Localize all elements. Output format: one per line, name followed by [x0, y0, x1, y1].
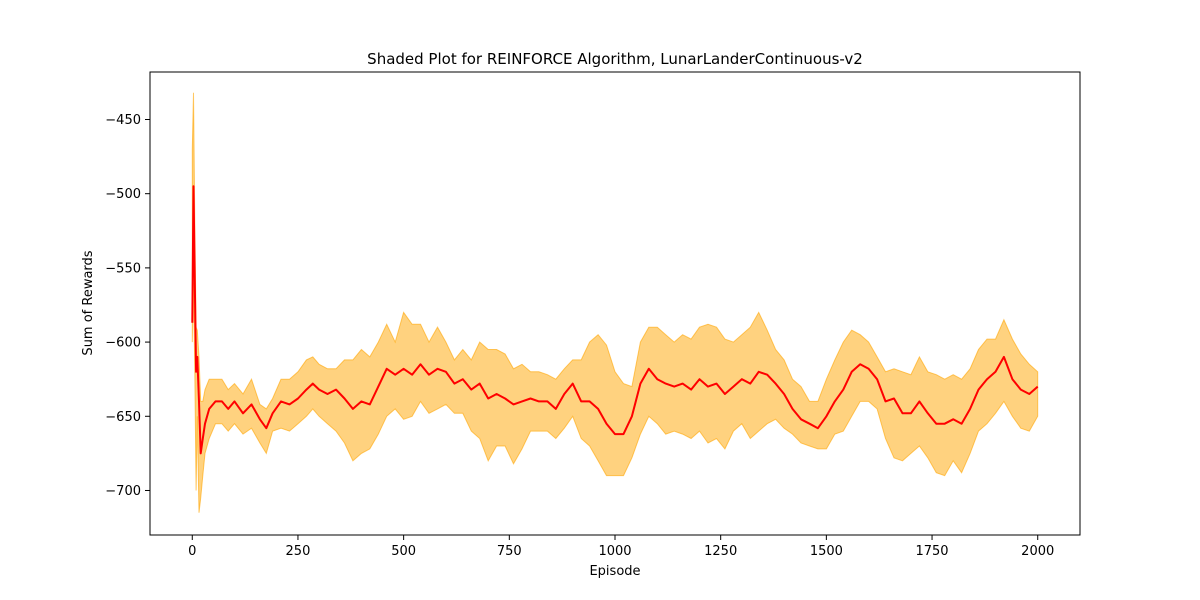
x-tick-label: 2000	[1021, 544, 1054, 559]
y-axis: −450 −500 −550 −600 −650 −700	[105, 113, 150, 499]
x-axis: 0 250 500 750 1000 1250 1500 1750 2000	[188, 535, 1054, 559]
y-tick-label: −700	[105, 484, 141, 499]
x-tick-label: 1500	[810, 544, 843, 559]
x-tick-label: 250	[286, 544, 311, 559]
x-tick-label: 1750	[915, 544, 948, 559]
y-tick-label: −500	[105, 187, 141, 202]
y-axis-label: Sum of Rewards	[81, 250, 96, 355]
x-tick-label: 750	[497, 544, 522, 559]
x-tick-label: 1000	[598, 544, 631, 559]
y-tick-label: −450	[105, 113, 141, 128]
y-tick-label: −600	[105, 336, 141, 351]
x-tick-label: 1250	[704, 544, 737, 559]
chart-title: Shaded Plot for REINFORCE Algorithm, Lun…	[367, 50, 863, 68]
x-tick-label: 500	[391, 544, 416, 559]
plot-area	[191, 92, 1039, 513]
y-tick-label: −550	[105, 261, 141, 276]
x-tick-label: 0	[188, 544, 196, 559]
x-axis-label: Episode	[589, 564, 640, 579]
std-band	[191, 92, 1039, 513]
mean-line	[191, 185, 1039, 455]
y-tick-label: −650	[105, 410, 141, 425]
